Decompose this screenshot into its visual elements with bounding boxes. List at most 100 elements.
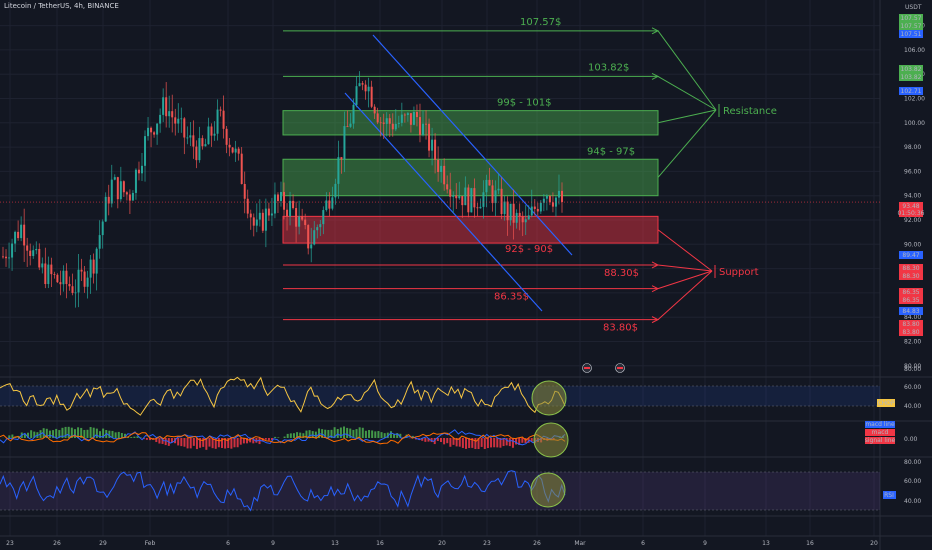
candle-body (201, 138, 204, 147)
price-badge (899, 30, 923, 38)
price-tick-label: 106.00 (904, 47, 925, 54)
macd-histogram-bar (530, 438, 533, 442)
macd-histogram-bar (474, 438, 477, 450)
candle-body (292, 200, 295, 209)
candle-body (446, 184, 449, 190)
candle-body (286, 209, 289, 217)
rsi-badge (883, 491, 896, 499)
chop-tick-label: 60.00 (904, 384, 921, 391)
candle-body (104, 196, 107, 222)
candle-body (394, 123, 397, 130)
candle-body (298, 216, 301, 227)
time-tick-label: 23 (6, 540, 14, 547)
candle-body (364, 84, 367, 92)
macd-histogram-bar (289, 433, 292, 438)
candle-body (455, 195, 458, 199)
resistance-zone-upper (282, 110, 659, 136)
candle-body (258, 212, 261, 220)
candle-body (210, 126, 213, 136)
support-pointer-line (657, 270, 713, 321)
candle-body (283, 191, 286, 210)
macd-histogram-bar (202, 438, 205, 447)
chop-line (0, 376, 566, 416)
macd-histogram-bar (477, 438, 480, 450)
macd-histogram-bar (98, 431, 101, 438)
candle-body (497, 188, 500, 191)
time-tick-label: 13 (331, 540, 339, 547)
candle-body (437, 159, 440, 173)
macd-histogram-bar (502, 438, 505, 447)
time-tick-label: 23 (483, 540, 491, 547)
candle-body (140, 165, 143, 174)
candle-body (177, 118, 180, 124)
candle-body (530, 206, 533, 216)
time-tick-label: 20 (870, 540, 878, 547)
macd-histogram-bar (343, 426, 346, 438)
macd-histogram-bar (233, 438, 236, 448)
candle-body (349, 123, 352, 127)
price-badge (899, 14, 923, 22)
rsi-highlight-circle (530, 472, 566, 508)
price-tick-label: 102.00 (904, 96, 925, 103)
macd-histogram-bar (177, 438, 180, 446)
candle-body (183, 118, 186, 138)
macd-histogram-bar (64, 426, 67, 438)
candle-body (491, 185, 494, 204)
candle-body (310, 244, 313, 249)
macd-histogram-bar (349, 428, 352, 438)
candle-body (485, 179, 488, 193)
price-badge-label: 86.35 (902, 297, 919, 304)
candle-body (400, 114, 403, 123)
rsi-tick-label: 60.00 (904, 478, 921, 485)
macd-histogram-bar (449, 438, 452, 447)
price-badge-label: 107.51 (901, 31, 922, 38)
macd-histogram-bar (255, 438, 258, 443)
macd-histogram-bar (386, 432, 389, 438)
macd-badge-label: macd (872, 429, 889, 436)
candle-body (216, 109, 219, 134)
candle-body (557, 190, 560, 198)
macd-histogram-bar (433, 438, 436, 445)
candle-body (521, 216, 524, 223)
macd-histogram-bar (324, 429, 327, 438)
macd-histogram-bar (361, 427, 364, 438)
macd-histogram-bar (302, 433, 305, 438)
macd-histogram-bar (443, 438, 446, 445)
macd-histogram-bar (527, 438, 530, 443)
resistance-label: Resistance (723, 106, 777, 117)
price-badge (899, 202, 923, 210)
candle-body (144, 136, 147, 166)
candle-body (370, 86, 373, 107)
candle-body (385, 118, 388, 124)
macd-histogram-bar (490, 438, 493, 448)
macd-histogram-bar (211, 438, 214, 449)
candle-body (470, 188, 473, 213)
macd-histogram-bar (48, 430, 51, 438)
candle-body (198, 138, 201, 161)
candle-body (125, 192, 128, 195)
time-tick-label: 26 (53, 540, 61, 547)
candle-body (249, 213, 252, 218)
macd-histogram-bar (364, 430, 367, 438)
currency-label: USDT (905, 4, 922, 11)
candle-body (397, 122, 400, 124)
macd-histogram-bar (458, 438, 461, 447)
price-badge-label: 107.57 (901, 15, 922, 22)
rsi-badge-label: RSI (884, 492, 894, 499)
candle-body (107, 196, 110, 204)
candle-body (515, 212, 518, 223)
price-tick-label: 94.00 (904, 193, 921, 200)
macd-histogram-bar (439, 438, 442, 442)
macd-histogram-bar (155, 438, 158, 443)
candle-body (156, 123, 159, 135)
candle-body (2, 256, 4, 258)
macd-histogram-bar (239, 438, 242, 445)
macd-histogram-bar (89, 427, 92, 438)
macd-histogram-bar (145, 438, 148, 440)
time-tick-label: 9 (271, 540, 275, 547)
macd-histogram-bar (208, 438, 211, 447)
price-badge-label: 102.71 (901, 88, 922, 95)
macd-histogram-bar (399, 433, 402, 438)
price-badge (899, 73, 923, 81)
